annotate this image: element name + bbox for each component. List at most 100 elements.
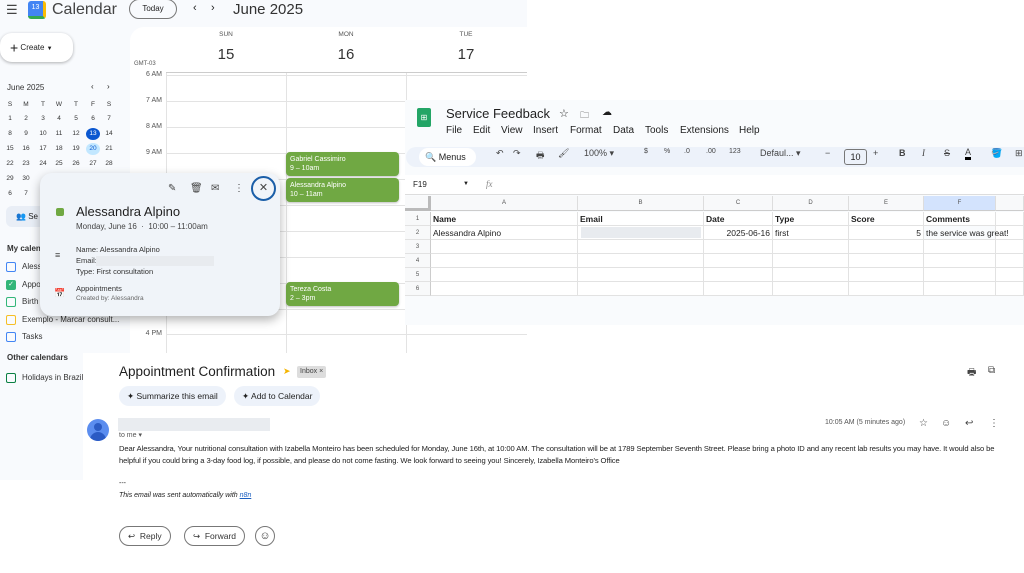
summarize-button[interactable]: ✦ Summarize this email bbox=[119, 386, 226, 406]
edit-icon[interactable]: ✎ bbox=[168, 183, 177, 194]
forward-button[interactable]: ↪ Forward bbox=[184, 526, 246, 546]
mini-day[interactable]: 23 bbox=[22, 160, 30, 167]
fill-color-icon[interactable]: 🪣 bbox=[991, 148, 1003, 158]
move-folder-icon[interactable]: 🗀 bbox=[580, 110, 590, 120]
cell[interactable] bbox=[996, 282, 1024, 296]
menu-insert[interactable]: Insert bbox=[533, 125, 559, 136]
calendar-checkbox[interactable] bbox=[6, 262, 16, 272]
cell[interactable] bbox=[773, 268, 849, 282]
open-new-window-icon[interactable]: ⧉ bbox=[988, 365, 996, 376]
font-select[interactable]: Defaul... ▾ bbox=[760, 148, 801, 158]
column-header[interactable]: A bbox=[431, 196, 578, 211]
calendar-checkbox[interactable] bbox=[6, 297, 16, 307]
day-number[interactable]: 16 bbox=[337, 46, 355, 63]
cell[interactable]: the service was great! bbox=[924, 226, 1009, 240]
inbox-label[interactable]: Inbox × bbox=[297, 366, 327, 378]
mini-day[interactable]: 7 bbox=[24, 190, 28, 197]
cell[interactable] bbox=[924, 254, 996, 268]
borders-icon[interactable]: ⊞ bbox=[1015, 148, 1023, 158]
menu-format[interactable]: Format bbox=[570, 125, 602, 136]
row-number[interactable]: 1 bbox=[405, 212, 431, 226]
column-header[interactable]: F bbox=[924, 196, 996, 211]
mini-next-icon[interactable]: › bbox=[107, 82, 110, 91]
decrease-decimal-button[interactable]: .0 bbox=[684, 148, 690, 155]
name-box[interactable]: F19 bbox=[413, 180, 427, 189]
mini-day[interactable]: 4 bbox=[57, 115, 61, 122]
cell[interactable] bbox=[704, 268, 773, 282]
cell[interactable] bbox=[849, 268, 924, 282]
text-color-button[interactable]: A bbox=[965, 148, 972, 160]
column-header[interactable]: B bbox=[578, 196, 704, 211]
mini-day[interactable]: 30 bbox=[22, 175, 30, 182]
star-icon[interactable]: ☆ bbox=[559, 108, 569, 120]
column-header[interactable]: E bbox=[849, 196, 924, 211]
print-icon[interactable]: 🖶 bbox=[967, 367, 977, 378]
star-icon[interactable]: ☆ bbox=[919, 418, 928, 429]
mini-day[interactable]: 26 bbox=[72, 160, 80, 167]
redo-icon[interactable]: ↷ bbox=[513, 148, 521, 158]
italic-button[interactable]: I bbox=[922, 148, 925, 158]
document-title[interactable]: Service Feedback bbox=[446, 106, 551, 121]
more-options-icon[interactable]: ⋮ bbox=[234, 183, 244, 194]
cell[interactable]: Alessandra Alpino bbox=[431, 226, 578, 240]
mini-day[interactable]: 11 bbox=[55, 130, 63, 137]
mini-day[interactable]: 7 bbox=[107, 115, 111, 122]
cell[interactable] bbox=[924, 282, 996, 296]
mini-day[interactable]: 15 bbox=[6, 145, 14, 152]
calendar-event[interactable]: Tereza Costa 2 – 3pm bbox=[286, 282, 399, 306]
cell[interactable]: 2025-06-16 bbox=[704, 226, 773, 240]
cell[interactable] bbox=[704, 240, 773, 254]
row-number[interactable]: 4 bbox=[405, 254, 431, 268]
add-to-calendar-button[interactable]: ✦ Add to Calendar bbox=[234, 386, 321, 406]
delete-icon[interactable]: 🗑 bbox=[190, 183, 203, 194]
percent-button[interactable]: % bbox=[664, 148, 671, 155]
cell[interactable] bbox=[578, 254, 704, 268]
cell[interactable] bbox=[996, 254, 1024, 268]
cell[interactable] bbox=[849, 240, 924, 254]
emoji-react-icon[interactable]: ☺ bbox=[941, 418, 952, 429]
mini-day[interactable]: 5 bbox=[74, 115, 78, 122]
cell[interactable] bbox=[849, 254, 924, 268]
calendar-event[interactable]: Gabriel Cassimiro 9 – 10am bbox=[286, 152, 399, 176]
row-number[interactable]: 5 bbox=[405, 268, 431, 282]
reply-icon[interactable]: ↩ bbox=[965, 418, 974, 429]
column-header[interactable]: C bbox=[704, 196, 773, 211]
emoji-react-button[interactable]: ☺ bbox=[255, 526, 275, 546]
zoom-select[interactable]: 100% ▾ bbox=[584, 148, 615, 158]
mini-day[interactable]: 20 bbox=[86, 143, 100, 155]
email-guests-icon[interactable]: ✉ bbox=[211, 183, 220, 194]
menu-edit[interactable]: Edit bbox=[473, 125, 491, 136]
column-header[interactable] bbox=[996, 196, 1024, 211]
cell[interactable] bbox=[924, 240, 996, 254]
mini-day[interactable]: 6 bbox=[91, 115, 95, 122]
mini-day[interactable]: 18 bbox=[55, 145, 63, 152]
mini-day[interactable]: 17 bbox=[39, 145, 47, 152]
cell[interactable]: Score bbox=[849, 212, 924, 226]
mini-day[interactable]: 29 bbox=[6, 175, 14, 182]
strikethrough-icon[interactable]: S bbox=[944, 148, 951, 158]
cell[interactable]: 5 bbox=[849, 226, 924, 240]
formula-bar[interactable] bbox=[505, 176, 1024, 194]
row-number[interactable]: 2 bbox=[405, 226, 431, 240]
calendar-checkbox[interactable] bbox=[6, 332, 16, 342]
calendar-checkbox[interactable]: ✓ bbox=[6, 279, 16, 290]
menu-tools[interactable]: Tools bbox=[645, 125, 669, 136]
menu-search[interactable]: 🔍 Menus bbox=[419, 148, 476, 166]
calendar-checkbox[interactable] bbox=[6, 314, 16, 325]
menu-extensions[interactable]: Extensions bbox=[680, 125, 729, 136]
cell[interactable] bbox=[578, 240, 704, 254]
prev-icon[interactable]: ‹ bbox=[193, 2, 197, 14]
menu-data[interactable]: Data bbox=[613, 125, 635, 136]
cell[interactable] bbox=[704, 282, 773, 296]
cell[interactable]: Type bbox=[773, 212, 849, 226]
mini-day[interactable]: 19 bbox=[72, 145, 80, 152]
main-menu-icon[interactable]: ☰ bbox=[6, 2, 18, 17]
name-box-dropdown-icon[interactable]: ▼ bbox=[463, 181, 469, 187]
n8n-link[interactable]: n8n bbox=[239, 492, 252, 499]
paint-format-icon[interactable]: 🖌 bbox=[558, 148, 570, 158]
reply-button[interactable]: ↩ Reply bbox=[119, 526, 171, 546]
mini-day[interactable]: 6 bbox=[8, 190, 12, 197]
close-icon[interactable]: ✕ bbox=[251, 176, 276, 201]
calendar-event[interactable]: Alessandra Alpino 10 – 11am bbox=[286, 178, 399, 202]
recipient-details[interactable]: to me ▾ bbox=[119, 432, 142, 439]
